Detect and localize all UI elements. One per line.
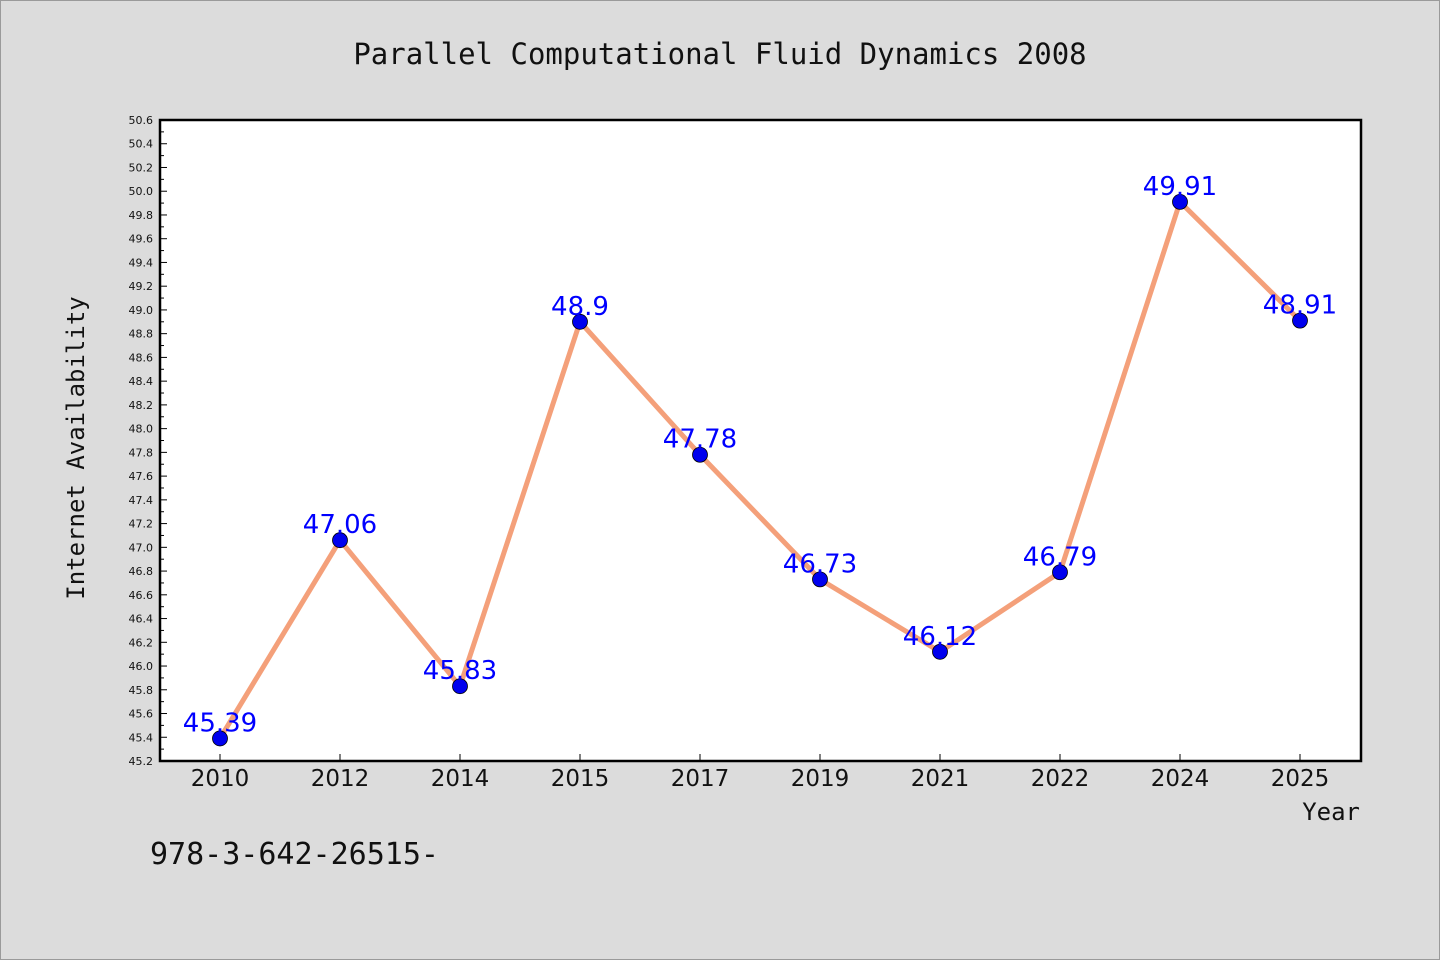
y-tick-label: 47.0 bbox=[129, 541, 154, 554]
y-tick-label: 48.4 bbox=[129, 375, 154, 388]
data-label: 46.79 bbox=[1023, 542, 1097, 572]
y-tick-label: 47.8 bbox=[129, 446, 154, 459]
series-line bbox=[217, 199, 1303, 741]
data-point bbox=[932, 643, 948, 660]
y-tick-label: 50.4 bbox=[129, 138, 154, 151]
x-axis: 2010 2012 2014 2015 2017 2019 2021 2022 2024 2025 bbox=[191, 754, 1330, 792]
y-tick-label: 46.8 bbox=[129, 565, 154, 578]
x-tick-label: 2024 bbox=[1151, 766, 1210, 792]
data-point bbox=[332, 532, 348, 549]
y-tick-label: 47.6 bbox=[129, 470, 154, 483]
y-tick-label: 45.4 bbox=[129, 731, 154, 744]
data-point bbox=[812, 571, 828, 588]
data-point bbox=[572, 313, 588, 330]
plot-area bbox=[158, 118, 1363, 763]
y-tick-label: 49.0 bbox=[129, 304, 154, 317]
data-label: 46.12 bbox=[903, 622, 977, 652]
y-tick-label: 45.8 bbox=[129, 684, 154, 697]
data-point bbox=[692, 446, 708, 463]
footer-isbn: 978-3-642-26515- bbox=[150, 837, 439, 872]
data-label: 47.78 bbox=[663, 425, 737, 455]
data-label: 48.9 bbox=[551, 292, 609, 322]
y-tick-label: 48.8 bbox=[129, 328, 154, 341]
x-tick-label: 2012 bbox=[311, 766, 370, 792]
y-tick-label: 46.6 bbox=[129, 589, 154, 602]
y-tick-label: 47.2 bbox=[129, 518, 154, 531]
x-tick-label: 2019 bbox=[791, 766, 850, 792]
y-tick-label: 49.2 bbox=[129, 280, 154, 293]
y-tick-label: 46.0 bbox=[129, 660, 154, 673]
data-label: 47.06 bbox=[303, 510, 377, 540]
y-tick-label: 45.6 bbox=[129, 708, 154, 721]
data-label: 48.91 bbox=[1263, 291, 1337, 321]
x-tick-label: 2017 bbox=[671, 766, 730, 792]
y-tick-label: 50.2 bbox=[129, 161, 154, 174]
data-point bbox=[1172, 194, 1188, 210]
data-label: 45.39 bbox=[183, 708, 257, 738]
x-axis-label: Year bbox=[1302, 798, 1360, 826]
y-tick-label: 48.6 bbox=[129, 351, 154, 364]
x-tick-label: 2022 bbox=[1031, 766, 1090, 792]
y-tick-label: 48.0 bbox=[129, 423, 154, 436]
y-tick-label: 49.6 bbox=[129, 233, 154, 246]
data-label: 46.73 bbox=[783, 549, 857, 579]
y-tick-label: 45.2 bbox=[129, 755, 154, 768]
y-tick-label: 49.4 bbox=[129, 256, 154, 269]
y-tick-label: 48.2 bbox=[129, 399, 154, 412]
y-tick-label: 49.8 bbox=[129, 209, 154, 222]
y-tick-label: 46.4 bbox=[129, 613, 154, 626]
data-series: 45.39 47.06 45.83 48.9 47.78 46.73 46.12 46.79 4… bbox=[183, 172, 1337, 747]
y-tick-label: 47.4 bbox=[129, 494, 154, 507]
y-axis-label: Internet Availability bbox=[62, 296, 90, 599]
y-tick-label: 46.2 bbox=[129, 636, 154, 649]
x-tick-label: 2015 bbox=[551, 766, 610, 792]
data-point bbox=[452, 678, 468, 695]
chart-title: Parallel Computational Fluid Dynamics 20… bbox=[353, 37, 1086, 71]
data-point bbox=[212, 730, 228, 747]
data-point bbox=[1052, 564, 1068, 581]
data-point bbox=[1292, 312, 1308, 329]
x-tick-label: 2010 bbox=[191, 766, 250, 792]
y-tick-label: 50.6 bbox=[129, 114, 154, 127]
data-label: 49.91 bbox=[1143, 172, 1217, 202]
y-tick-label: 50.0 bbox=[129, 185, 154, 198]
x-tick-label: 2014 bbox=[431, 766, 490, 792]
x-tick-label: 2021 bbox=[911, 766, 970, 792]
y-axis: 45.2 45.4 45.6 45.8 46.0 46.2 46.4 46.6 46.8 47.0… bbox=[129, 114, 167, 768]
x-tick-label: 2025 bbox=[1271, 766, 1330, 792]
data-label: 45.83 bbox=[423, 656, 497, 686]
